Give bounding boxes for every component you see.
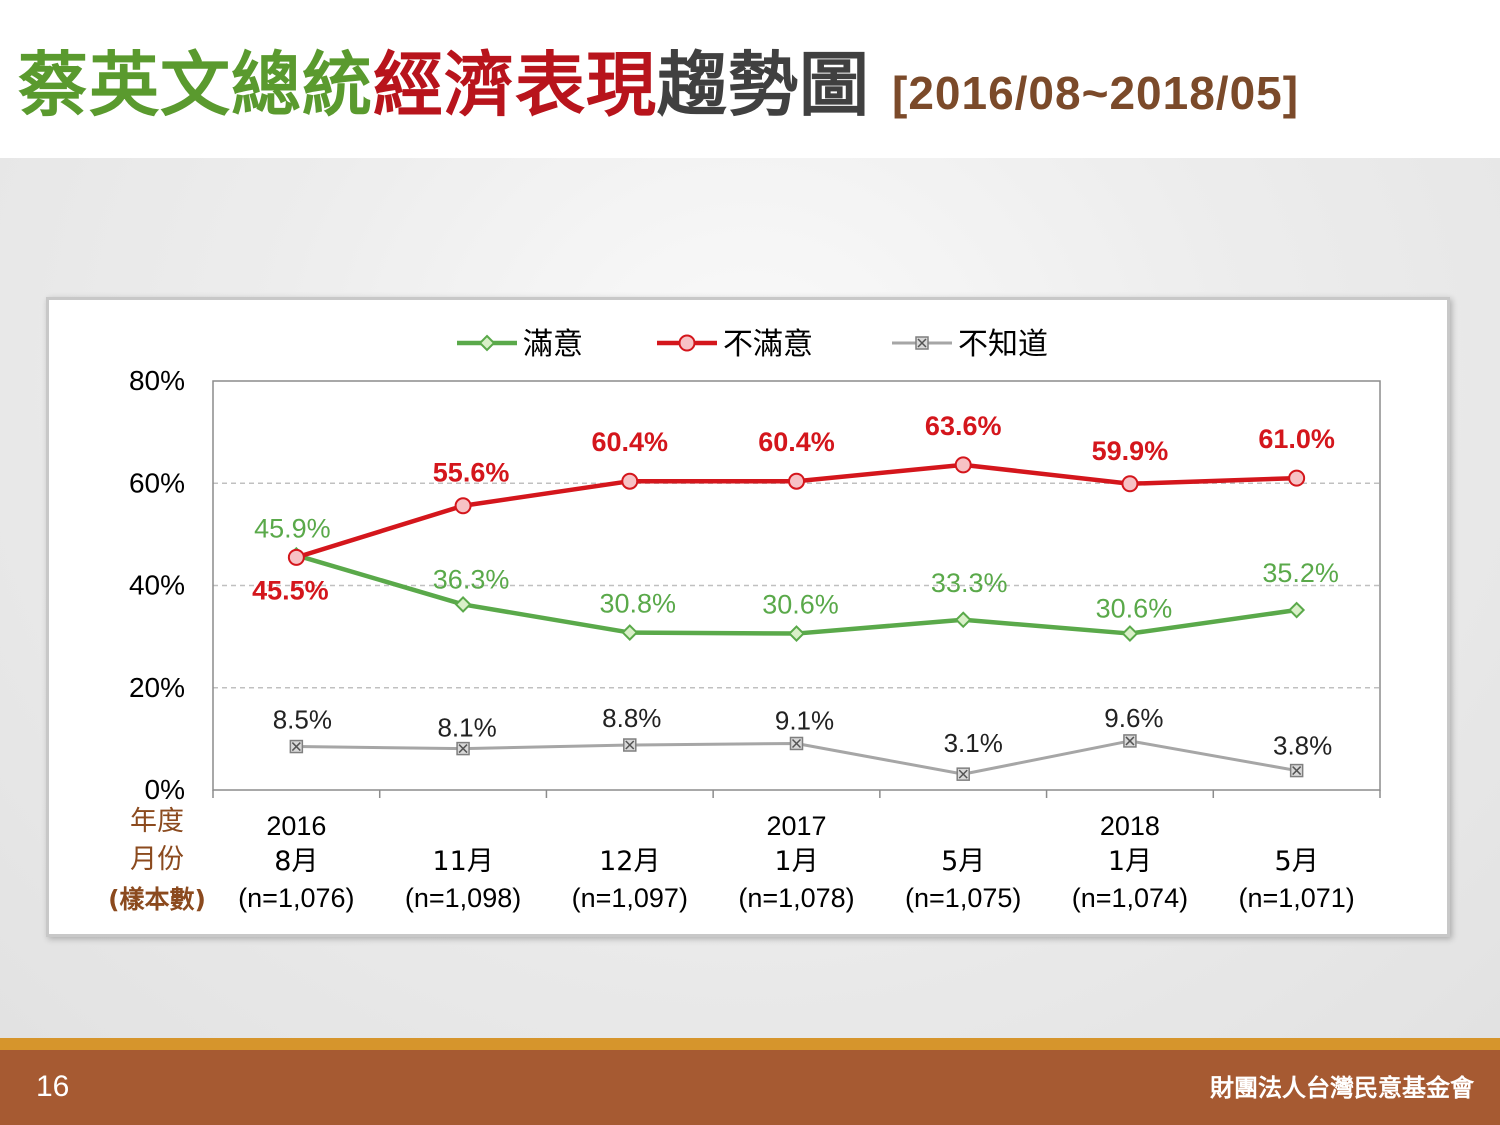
chart-panel: 0% 20% 40% 60% 80% 45.9% 36.3% 30.8% 30.6% 33.3% 3… bbox=[46, 297, 1450, 937]
data-label-dissatisfied-0: 45.5% bbox=[252, 575, 329, 605]
point-satisfied-1 bbox=[454, 596, 472, 613]
sample-size-label-1: (n=1,098) bbox=[405, 883, 521, 913]
data-label-dissatisfied-6: 61.0% bbox=[1258, 424, 1335, 454]
point-satisfied-6 bbox=[1288, 601, 1306, 619]
data-label-satisfied-3: 30.6% bbox=[762, 590, 839, 620]
sample-size-label-2: (n=1,097) bbox=[572, 883, 688, 913]
sample-size-label-6: (n=1,071) bbox=[1238, 883, 1354, 913]
legend-label-dissatisfied: 不滿意 bbox=[723, 327, 813, 362]
data-label-unknown-1: 8.1% bbox=[437, 713, 496, 743]
line-chart: 0% 20% 40% 60% 80% 45.9% 36.3% 30.8% 30.6% 33.3% 3… bbox=[108, 327, 1381, 914]
footer-bar bbox=[0, 1050, 1500, 1125]
year-label-5: 2018 bbox=[1100, 811, 1160, 841]
month-label-2: 12月 bbox=[599, 846, 660, 877]
y-tick-label: 40% bbox=[129, 570, 185, 601]
legend-label-satisfied: 滿意 bbox=[523, 327, 583, 362]
data-label-satisfied-0: 45.9% bbox=[254, 513, 331, 543]
data-label-satisfied-6: 35.2% bbox=[1262, 558, 1339, 588]
data-label-dissatisfied-2: 60.4% bbox=[592, 427, 669, 457]
slide-title: 蔡英文總統經濟表現趨勢圖 [2016/08~2018/05] bbox=[18, 40, 1299, 138]
data-label-unknown-5: 9.6% bbox=[1104, 703, 1163, 733]
title-part-economy: 經濟表現 bbox=[373, 44, 657, 126]
data-label-unknown-3: 9.1% bbox=[775, 705, 834, 735]
month-label-4: 5月 bbox=[941, 846, 985, 877]
point-dissatisfied-3 bbox=[788, 472, 805, 490]
data-label-satisfied-4: 33.3% bbox=[931, 568, 1008, 598]
data-label-unknown-2: 8.8% bbox=[602, 703, 661, 733]
point-dissatisfied-2 bbox=[621, 472, 639, 490]
data-label-satisfied-1: 36.3% bbox=[433, 564, 510, 594]
year-label-0: 2016 bbox=[266, 811, 326, 841]
data-label-unknown-0: 8.5% bbox=[273, 705, 332, 735]
month-label-1: 11月 bbox=[432, 846, 493, 877]
y-tick-label: 60% bbox=[129, 467, 185, 498]
page-number: 16 bbox=[36, 1070, 70, 1103]
sample-size-label-0: (n=1,076) bbox=[238, 883, 354, 913]
point-dissatisfied-4 bbox=[954, 456, 972, 474]
point-dissatisfied-6 bbox=[1288, 469, 1306, 487]
point-satisfied-3 bbox=[788, 625, 805, 642]
month-label-0: 8月 bbox=[274, 846, 318, 877]
point-dissatisfied-5 bbox=[1121, 475, 1139, 493]
data-label-dissatisfied-5: 59.9% bbox=[1092, 436, 1169, 466]
data-label-dissatisfied-3: 60.4% bbox=[758, 427, 835, 457]
point-unknown-2-cross bbox=[625, 740, 635, 750]
month-label-3: 1月 bbox=[774, 846, 818, 877]
sample-size-label-4: (n=1,075) bbox=[905, 883, 1021, 913]
legend-marker-dissatisfied bbox=[678, 334, 696, 352]
point-dissatisfied-0 bbox=[287, 548, 305, 566]
data-label-satisfied-5: 30.6% bbox=[1096, 594, 1173, 624]
point-unknown-3-cross bbox=[791, 738, 802, 749]
legend-marker-unknown-cross bbox=[917, 338, 927, 348]
data-label-unknown-6: 3.8% bbox=[1273, 731, 1332, 761]
data-label-dissatisfied-1: 55.6% bbox=[433, 458, 510, 488]
row-header-month: 月份 bbox=[130, 844, 184, 875]
year-label-3: 2017 bbox=[766, 811, 826, 841]
title-date-range: [2016/08~2018/05] bbox=[892, 67, 1300, 119]
point-unknown-1-cross bbox=[458, 744, 468, 754]
row-header-sample: (樣本數) bbox=[108, 885, 206, 914]
data-label-unknown-4: 3.1% bbox=[944, 728, 1003, 758]
row-header-year: 年度 bbox=[130, 806, 184, 837]
y-tick-label: 20% bbox=[129, 672, 185, 703]
legend-marker-satisfied bbox=[478, 334, 496, 352]
legend-label-unknown: 不知道 bbox=[958, 327, 1048, 362]
footer-stripe bbox=[0, 1038, 1500, 1050]
point-unknown-5-cross bbox=[1125, 736, 1135, 746]
point-unknown-0-cross bbox=[291, 742, 301, 752]
point-dissatisfied-1 bbox=[454, 497, 472, 515]
point-unknown-4-cross bbox=[958, 769, 968, 779]
point-satisfied-4 bbox=[954, 611, 972, 629]
point-satisfied-2 bbox=[621, 624, 639, 641]
point-unknown-6-cross bbox=[1292, 766, 1302, 776]
sample-size-label-3: (n=1,078) bbox=[738, 883, 854, 913]
organization-name: 財團法人台灣民意基金會 bbox=[1210, 1074, 1474, 1102]
month-label-6: 5月 bbox=[1275, 846, 1319, 877]
plot-frame bbox=[212, 380, 1381, 791]
data-label-satisfied-2: 30.8% bbox=[600, 589, 677, 619]
month-label-5: 1月 bbox=[1108, 846, 1152, 877]
title-part-president: 蔡英文總統 bbox=[18, 44, 373, 126]
y-tick-label: 80% bbox=[129, 365, 185, 396]
point-satisfied-5 bbox=[1121, 625, 1139, 642]
sample-size-label-5: (n=1,074) bbox=[1072, 883, 1188, 913]
title-part-trend: 趨勢圖 bbox=[657, 44, 870, 126]
data-label-dissatisfied-4: 63.6% bbox=[925, 411, 1002, 441]
title-bar: 蔡英文總統經濟表現趨勢圖 [2016/08~2018/05] bbox=[0, 0, 1500, 158]
y-tick-label: 0% bbox=[145, 774, 185, 805]
